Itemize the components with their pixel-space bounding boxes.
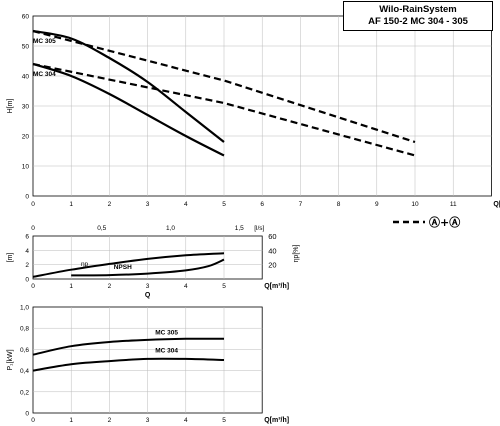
legend: Ⓐ+Ⓐ [393,213,493,231]
head-y-tick-label: 50 [22,44,30,51]
npsh-x-tick-label: 4 [184,283,188,290]
legend-label: Ⓐ+Ⓐ [429,215,460,229]
npsh-right-axis-label: ηp[%] [293,244,300,262]
head-secondary-tick-label: 0,5 [97,225,106,232]
power-y-tick-label: 0,4 [20,368,29,375]
head-secondary-tick-label: 1,0 [166,225,175,232]
head-x-tick-label: 10 [411,201,419,208]
npsh-x-tick-label: 0 [31,283,35,290]
head-x-tick-label: 2 [108,201,112,208]
power-y-tick-label: 0,8 [20,326,29,333]
power-label-mc304: MC 304 [155,348,178,355]
npsh-curve-label: NPSH [114,264,132,271]
head-curve-mc-305-solid [32,29,225,143]
head-x-tick-label: 6 [260,201,264,208]
head-curve-mc-305-dashed [32,29,416,144]
head-x-tick-label: 4 [184,201,188,208]
power-curve-mc-304 [32,357,225,372]
head-y-tick-label: 10 [22,164,30,171]
npsh-y-tick-label: 2 [25,262,29,269]
npsh-x-tick-label: 3 [146,283,150,290]
npsh-x-axis-label: Q[m³/h] [264,283,289,290]
power-x-tick-label: 1 [69,417,73,424]
head-x-tick-label: 7 [299,201,303,208]
power-x-tick-label: 2 [108,417,112,424]
npsh-right-tick-label: 40 [268,246,276,255]
power-y-tick-label: 0,6 [20,347,29,354]
head-label-mc304: MC 304 [33,71,56,78]
npsh-x-tick-label: 5 [222,283,226,290]
efficiency-curve-label: ηp [81,261,89,268]
head-y-tick-label: 0 [25,194,29,201]
head-y-axis-label: H[m] [7,99,14,114]
power-y-tick-label: 1,0 [20,305,29,312]
npsh-y-tick-label: 6 [25,234,29,241]
power-x-tick-label: 5 [222,417,226,424]
power-x-tick-label: 0 [31,417,35,424]
chart-title-line2: AF 150-2 MC 304 - 305 [368,16,468,27]
npsh-x-tick-label: 2 [108,283,112,290]
npsh-y-tick-label: 4 [25,248,29,255]
head-x-tick-label: 5 [222,201,226,208]
npsh-right-tick-label: 20 [268,261,276,270]
head-secondary-tick-label: 1,5 [235,225,244,232]
power-x-tick-label: 4 [184,417,188,424]
head-curve-mc-304-solid [32,62,225,157]
npsh-y-tick-label: 0 [25,277,29,284]
chart-title-box: Wilo-RainSystem AF 150-2 MC 304 - 305 [343,1,493,31]
head-y-tick-label: 20 [22,134,30,141]
power-x-tick-label: 3 [146,417,150,424]
head-x-tick-label: 8 [337,201,341,208]
head-secondary-tick-label: 0 [31,225,35,232]
npsh-q-label: Q [145,292,151,299]
chart-title-line1: Wilo-RainSystem [379,4,457,15]
head-y-tick-label: 30 [22,104,30,111]
head-x-tick-label: 3 [146,201,150,208]
power-curve-mc-305 [32,337,225,356]
power-y-tick-label: 0 [25,411,29,418]
npsh-y-axis-label: [m] [7,253,14,263]
npsh-x-tick-label: 1 [69,283,73,290]
power-label-mc305: MC 305 [155,330,178,337]
efficiency-curve [32,252,225,278]
head-x-axis-label: Q[m³/h] [493,201,500,208]
npsh-right-tick-label: 60 [268,232,276,241]
head-y-tick-label: 40 [22,74,30,81]
head-x-tick-label: 9 [375,201,379,208]
head-x-tick-label: 1 [69,201,73,208]
head-secondary-axis-label: [l/s] [254,225,264,232]
power-x-axis-label: Q[m³/h] [264,417,289,424]
head-label-mc305: MC 305 [33,38,56,45]
head-y-tick-label: 60 [22,14,30,21]
power-y-axis-label: P₁[kW] [7,349,14,370]
head-x-tick-label: 11 [450,201,457,208]
npsh-curve [71,258,225,277]
head-x-tick-label: 0 [31,201,35,208]
power-y-tick-label: 0,2 [20,389,29,396]
